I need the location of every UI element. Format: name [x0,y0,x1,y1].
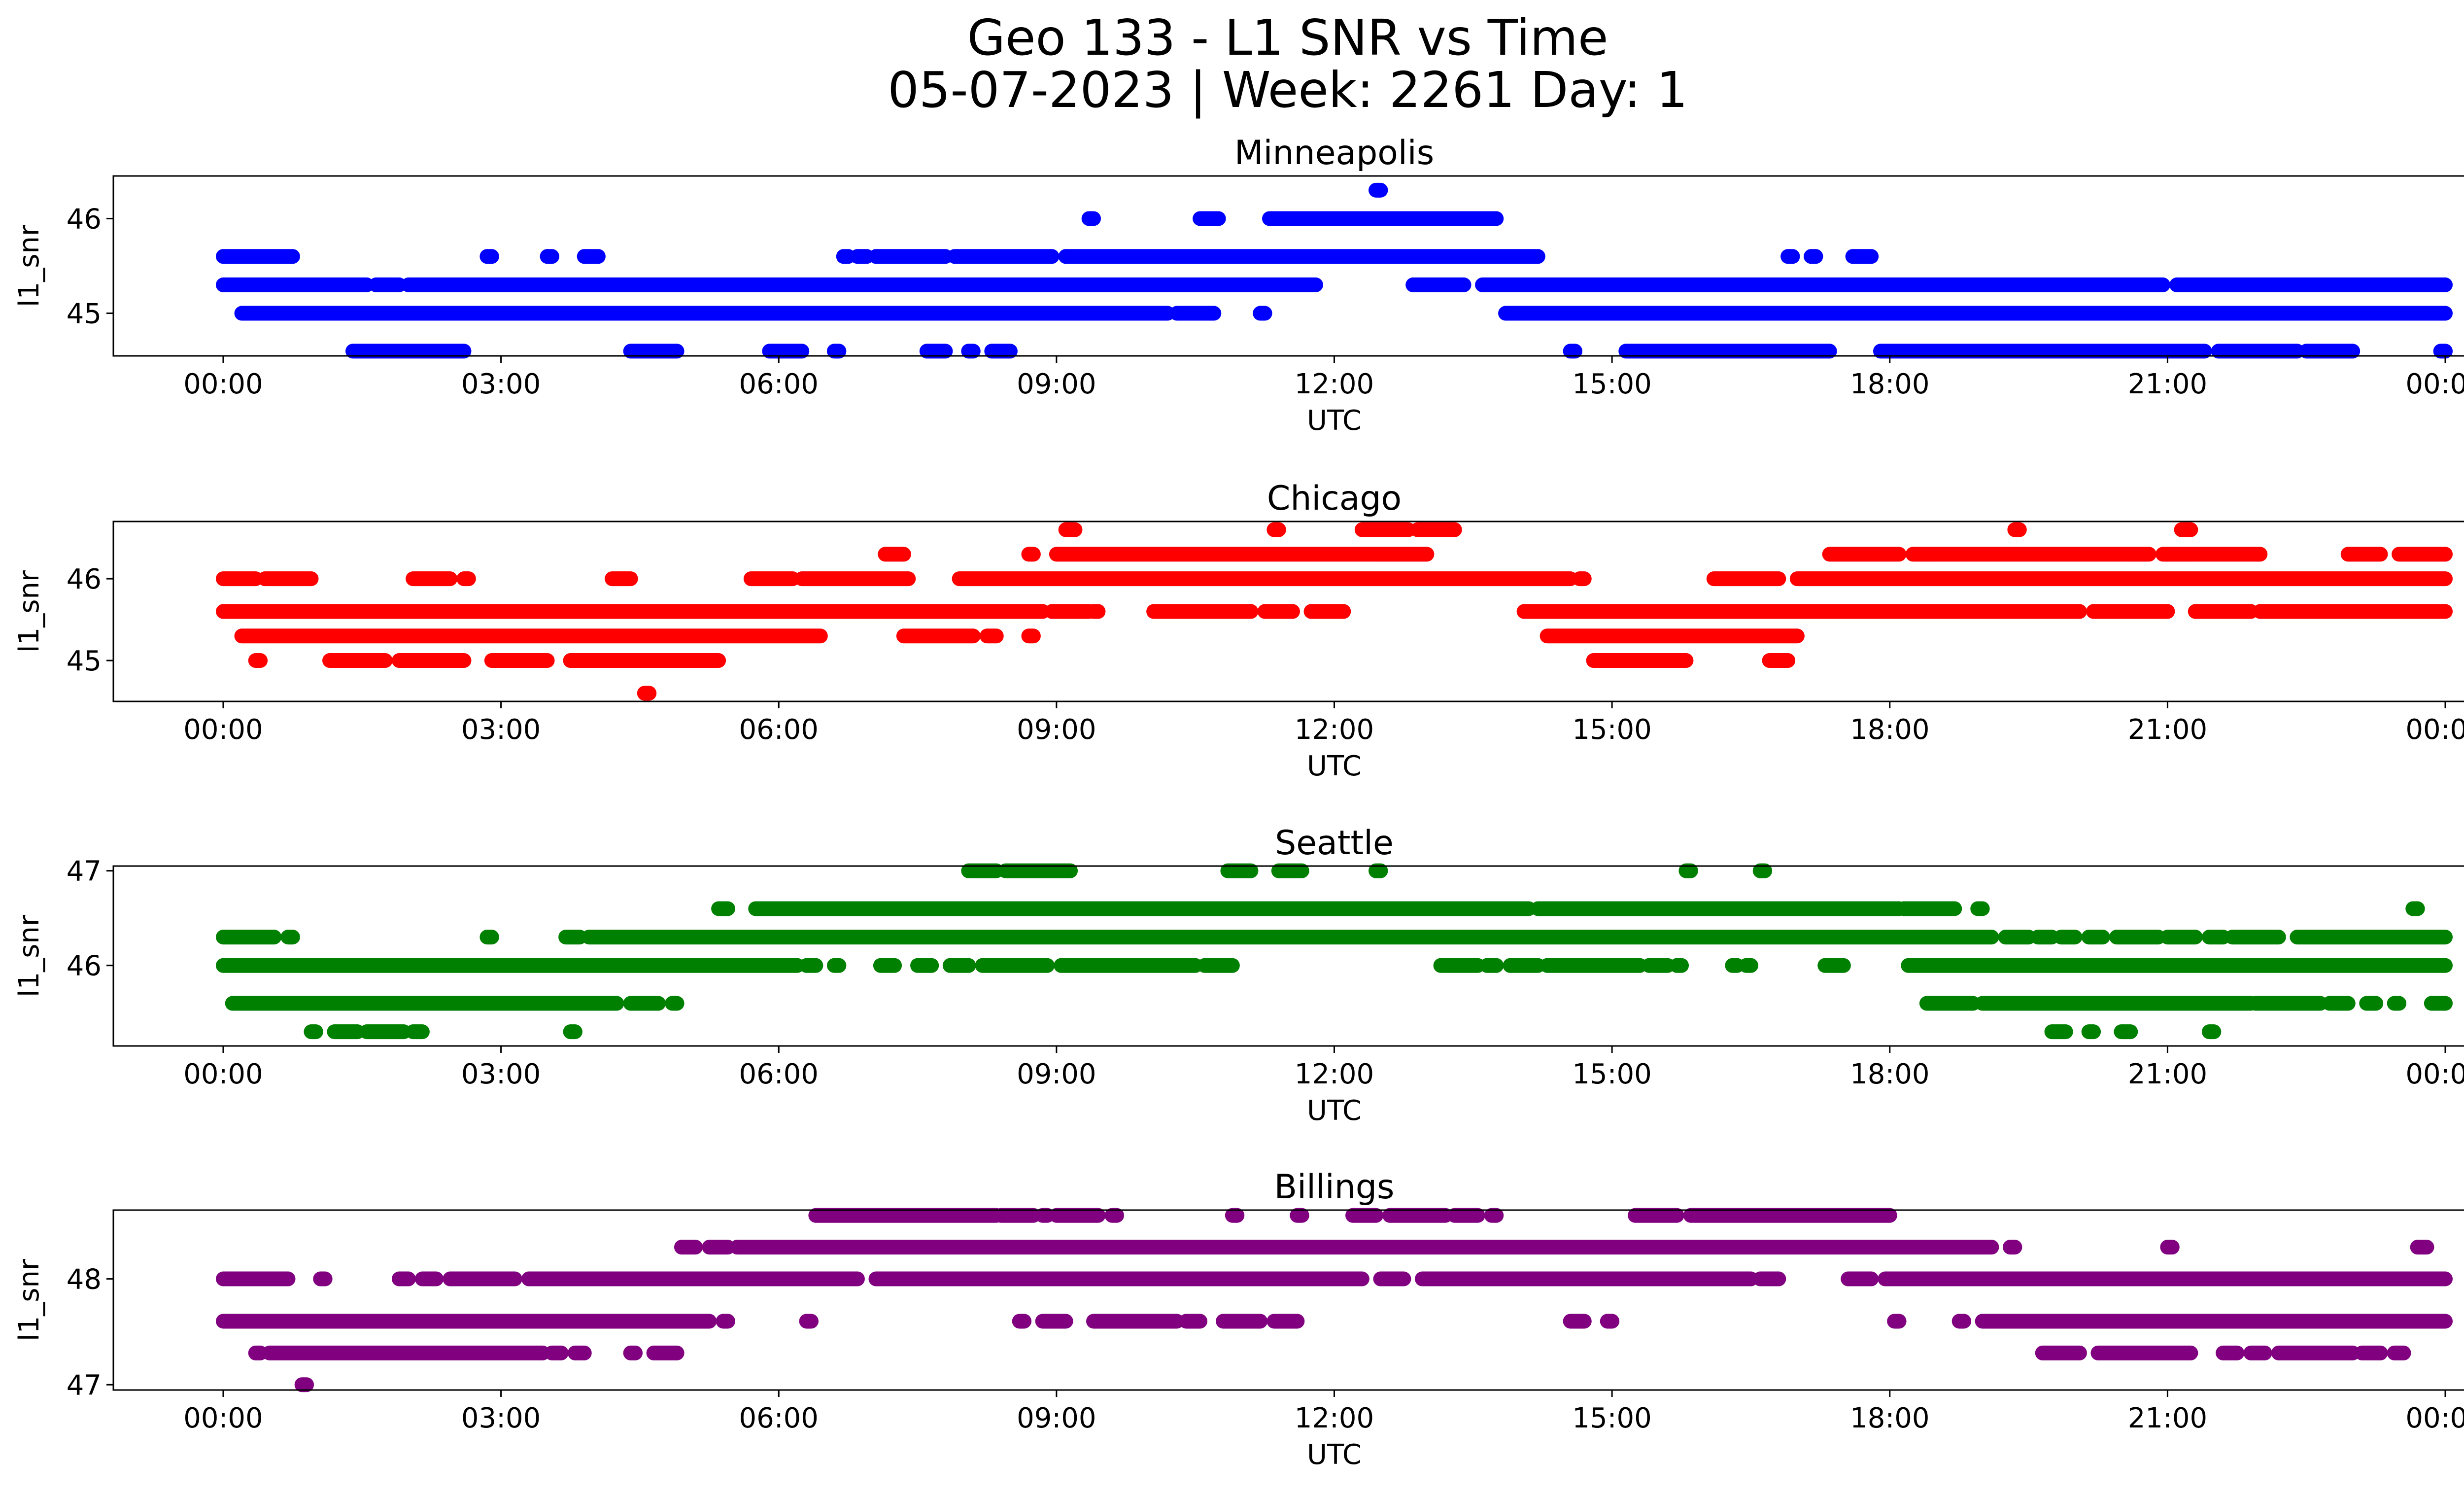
x-tick-label: 03:00 [461,1402,541,1434]
y-tick-label: 47 [67,1369,102,1401]
axes-frame [112,175,2464,357]
x-tick-label: 18:00 [1850,1058,1929,1090]
x-axis-label: UTC [1307,750,1362,782]
subplot-title: Billings [1274,1168,1395,1207]
x-tick-label: 09:00 [1017,1058,1096,1090]
subplot-billings: Billings 00:00 03:00 06:00 09:00 12:00 15:00 18… [13,1168,2464,1471]
x-tick-label: 18:00 [1850,368,1929,400]
x-tick-label: 12:00 [1295,1058,1374,1090]
x-tick-label: 06:00 [739,714,819,746]
y-axis-label: l1_snr [13,224,45,307]
y-axis-label: l1_snr [13,570,45,653]
data-series [215,1208,2453,1392]
x-tick-label: 18:00 [1850,714,1929,746]
data-series [215,522,2453,701]
x-tick-label: 09:00 [1017,714,1096,746]
x-tick-label: 12:00 [1295,368,1374,400]
x-tick-label: 03:00 [461,368,541,400]
x-tick-label: 00:00 [183,368,263,400]
x-tick-label: 21:00 [2128,714,2207,746]
x-axis-label: UTC [1307,1439,1362,1471]
x-tick-label: 00:00 [2405,1402,2464,1434]
y-tick-label: 45 [67,645,102,677]
x-tick-label: 12:00 [1295,1402,1374,1434]
x-tick-label: 09:00 [1017,1402,1096,1434]
y-tick-label: 47 [67,856,102,888]
figure-subtitle: 05-07-2023 | Week: 2261 Day: 1 [888,61,1688,119]
subplot-chicago: Chicago 00:00 03:00 06:00 09:00 12:00 15:00 18:… [13,479,2464,782]
x-tick-label: 21:00 [2128,1058,2207,1090]
x-tick-label: 12:00 [1295,714,1374,746]
x-axis-label: UTC [1307,1095,1362,1127]
x-tick-label: 00:00 [183,714,263,746]
x-tick-label: 06:00 [739,1058,819,1090]
x-tick-label: 06:00 [739,1402,819,1434]
x-tick-label: 06:00 [739,368,819,400]
x-tick-label: 00:00 [2405,1058,2464,1090]
x-axis-label: UTC [1307,405,1362,437]
x-tick-label: 15:00 [1572,1058,1651,1090]
x-tick-label: 03:00 [461,1058,541,1090]
y-axis-label: l1_snr [13,1258,45,1341]
figure-title: Geo 133 - L1 SNR vs Time [967,9,1608,67]
subplot-title: Seattle [1275,824,1394,863]
y-tick-label: 45 [67,298,102,330]
x-tick-label: 03:00 [461,714,541,746]
y-tick-label: 46 [67,203,102,235]
x-tick-label: 15:00 [1572,1402,1651,1434]
data-series [215,182,2453,359]
x-tick-label: 18:00 [1850,1402,1929,1434]
x-tick-label: 09:00 [1017,368,1096,400]
x-tick-label: 00:00 [183,1402,263,1434]
x-tick-label: 00:00 [2405,368,2464,400]
subplot-title: Minneapolis [1234,134,1434,173]
x-tick-label: 21:00 [2128,368,2207,400]
x-tick-label: 00:00 [2405,714,2464,746]
x-tick-label: 15:00 [1572,368,1651,400]
y-tick-label: 46 [67,563,102,595]
subplot-minneapolis: Minneapolis 00:00 03:00 06:00 09:00 12:00 15:0… [13,134,2464,437]
x-tick-label: 00:00 [183,1058,263,1090]
y-tick-label: 48 [67,1264,102,1296]
axes-frame [112,865,2464,1047]
axes-frame [112,1209,2464,1391]
y-tick-label: 46 [67,950,102,982]
subplot-title: Chicago [1267,479,1402,518]
subplot-seattle: Seattle 00:00 03:00 06:00 09:00 12:00 15:00 18:… [13,824,2464,1127]
data-series [215,863,2453,1040]
x-tick-label: 15:00 [1572,714,1651,746]
x-tick-label: 21:00 [2128,1402,2207,1434]
y-axis-label: l1_snr [13,914,45,997]
